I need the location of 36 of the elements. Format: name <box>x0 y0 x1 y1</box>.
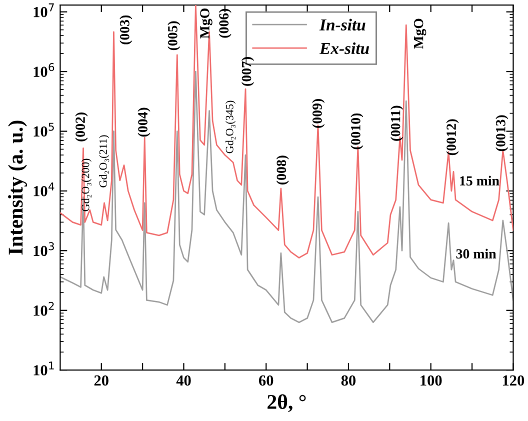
legend-label: In-situ <box>319 18 366 31</box>
annotation: (004) <box>138 108 150 137</box>
annotation: (006) <box>218 8 232 38</box>
annotation: (008) <box>276 156 289 184</box>
x-tick-label: 120 <box>502 375 524 386</box>
y-tick-label: 10$^{2}$ <box>34 302 54 316</box>
annotation: (007) <box>241 57 254 86</box>
x-tick-label: 100 <box>420 375 442 386</box>
x-tick-label: 60 <box>258 375 274 386</box>
annotation: (0011) <box>390 106 404 141</box>
y-tick-label: 10$^{5}$ <box>34 122 54 137</box>
annotation: 15 min <box>460 176 500 186</box>
annotation: MgO <box>200 8 212 38</box>
y-tick-label: 10$^{6}$ <box>34 63 54 77</box>
annotation: (005) <box>168 21 180 50</box>
x-tick-label: 80 <box>341 375 356 386</box>
y-tick-label: 10$^{1}$ <box>34 362 54 376</box>
annotation: Gd₂O₃(200) <box>81 158 92 212</box>
annotation: MgO <box>414 18 426 49</box>
annotation: (0013) <box>496 115 508 152</box>
y-tick-label: 10$^{3}$ <box>34 242 54 256</box>
annotation: (0012) <box>446 119 459 156</box>
annotation: (009) <box>312 99 325 128</box>
legend-label: Ex-situ <box>319 42 370 54</box>
annotation: Gd₂O₃(345) <box>225 100 236 154</box>
x-axis-title: 2θ, ° <box>268 394 306 412</box>
x-tick-label: 20 <box>94 375 108 386</box>
annotation: (002) <box>75 112 88 142</box>
annotation: (003) <box>120 15 132 44</box>
y-tick-label: 10$^{4}$ <box>34 182 54 196</box>
annotation: (0010) <box>350 113 364 150</box>
annotation: 30 min <box>456 248 496 259</box>
y-axis-title: Intensity (a. u.) <box>8 120 28 255</box>
y-tick-label: 10$^{7}$ <box>34 3 54 18</box>
annotation: Gd₂O₃(211) <box>99 135 110 188</box>
x-tick-label: 40 <box>176 375 191 386</box>
